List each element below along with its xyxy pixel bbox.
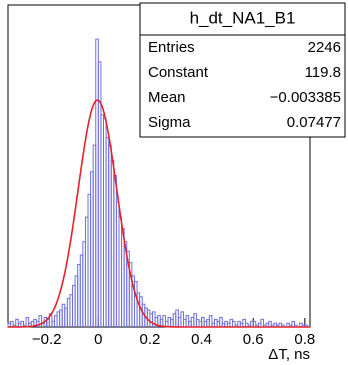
histogram-bin — [281, 324, 285, 327]
stats-value: 2246 — [308, 39, 341, 56]
stats-label: Entries — [148, 39, 195, 56]
stats-value: 0.07477 — [287, 114, 341, 131]
histogram-bin — [10, 320, 14, 327]
stats-label: Sigma — [148, 114, 191, 131]
histogram-bin — [268, 320, 272, 327]
x-tick-label: 0 — [94, 331, 102, 348]
x-tick-label: 0.6 — [243, 331, 264, 348]
fit-curve — [7, 99, 310, 328]
stats-value: 119.8 — [305, 64, 341, 81]
histogram-bin — [291, 320, 296, 327]
x-tick-label: −0.2 — [32, 331, 62, 348]
histogram-bin — [260, 318, 265, 327]
x-tick-label: 0.2 — [140, 331, 161, 348]
stats-label: Mean — [148, 89, 186, 106]
x-axis-title: ΔT, ns — [268, 346, 310, 363]
x-tick-label: 0.8 — [294, 331, 315, 348]
histogram-bin — [294, 324, 298, 327]
histogram-bin — [304, 324, 308, 327]
histogram-bin — [208, 315, 213, 327]
histogram-bin — [38, 315, 43, 327]
stats-box — [139, 2, 346, 138]
histogram-bin — [232, 320, 236, 327]
histogram-bin — [20, 320, 24, 327]
stats-title: h_dt_NA1_B1 — [190, 8, 296, 27]
histogram-bin — [252, 320, 257, 327]
x-tick-label: 0.4 — [191, 331, 212, 348]
histogram-bin — [219, 317, 223, 327]
stats-value: −0.003385 — [270, 89, 341, 106]
stats-label: Constant — [148, 64, 209, 81]
histogram-bin — [25, 317, 30, 327]
